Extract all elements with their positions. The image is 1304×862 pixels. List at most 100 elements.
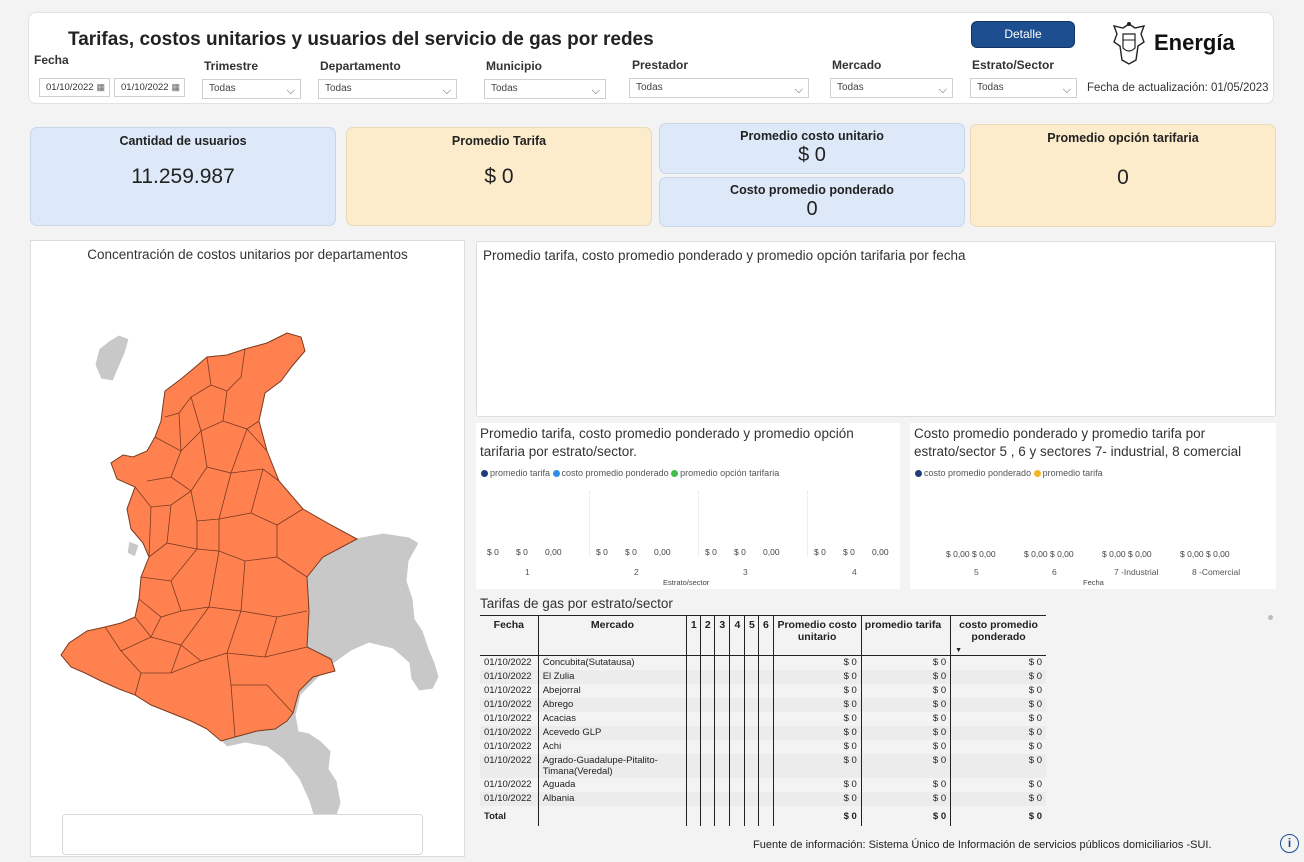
legend-label: promedio tarifa xyxy=(490,468,551,478)
mercado-dropdown[interactable]: Todas ⌵ xyxy=(830,78,953,98)
legend-dot-icon xyxy=(1033,470,1041,478)
x-tick-label: 6 xyxy=(1052,567,1057,577)
calendar-icon[interactable]: ▦ xyxy=(171,82,180,92)
col-header-estrato-6[interactable]: 6 xyxy=(758,615,773,656)
info-icon[interactable]: i xyxy=(1280,834,1299,853)
kpi-costo-ponderado-value: 0 xyxy=(806,198,818,220)
cell-estrato-4 xyxy=(729,753,745,778)
cell-estrato-3 xyxy=(714,753,730,778)
cell-estrato-6 xyxy=(758,791,773,806)
cell-ponderado: $ 0 xyxy=(950,655,1046,670)
chevron-down-icon: ⌵ xyxy=(1062,84,1071,96)
cell-estrato-4 xyxy=(729,655,745,670)
fecha-filter-label: Fecha xyxy=(34,53,69,67)
cell-fecha: 01/10/2022 xyxy=(480,669,539,684)
bar-chart-2-panel: Costo promedio ponderado y promedio tari… xyxy=(910,423,1276,589)
col-header-mercado[interactable]: Mercado xyxy=(537,615,687,656)
data-label: $ 0,00 xyxy=(1050,549,1074,559)
cell-estrato-5 xyxy=(744,791,759,806)
kpi-tarifa-card: Promedio Tarifa $ 0 xyxy=(346,127,652,226)
table-row[interactable]: 01/10/2022 Abrego $ 0 $ 0 $ 0 xyxy=(480,697,1046,712)
data-label: $ 0 xyxy=(705,547,717,557)
cell-costo-unitario: $ 0 xyxy=(772,777,862,792)
data-label: $ 0,00 xyxy=(1180,549,1204,559)
col-header-fecha[interactable]: Fecha xyxy=(480,615,539,656)
calendar-icon[interactable]: ▦ xyxy=(96,82,105,92)
table-row[interactable]: 01/10/2022 Concubita(Sutatausa) $ 0 $ 0 $ 0 xyxy=(480,655,1046,670)
cell-mercado: Agrado-Guadalupe-Pitalito- Timana(Vereda… xyxy=(537,753,687,778)
col-header-ponderado[interactable]: costo promedio ponderado ▼ xyxy=(950,615,1046,656)
cell-costo-unitario: $ 0 xyxy=(772,669,862,684)
cell-tarifa: $ 0 xyxy=(860,753,951,778)
legend-item[interactable]: costo promedio ponderado xyxy=(552,468,669,478)
departments-map[interactable] xyxy=(31,281,464,821)
cell-ponderado: $ 0 xyxy=(950,739,1046,754)
cell-tarifa: $ 0 xyxy=(860,739,951,754)
cell-estrato-2 xyxy=(700,669,715,684)
col-header-estrato-5[interactable]: 5 xyxy=(744,615,759,656)
cell-estrato-1 xyxy=(686,683,701,698)
cell-fecha: 01/10/2022 xyxy=(480,725,539,740)
update-date-label: Fecha de actualización: 01/05/2023 xyxy=(1087,82,1269,94)
cell-estrato-6 xyxy=(758,711,773,726)
bar-chart-1-xlabel: Estrato/sector xyxy=(663,578,710,587)
kpi-opcion-value: 0 xyxy=(1117,166,1129,189)
cell-estrato-1 xyxy=(686,791,701,806)
col-header-estrato-1[interactable]: 1 xyxy=(686,615,701,656)
table-row[interactable]: 01/10/2022 Aguada $ 0 $ 0 $ 0 xyxy=(480,777,1046,792)
mercado-filter-label: Mercado xyxy=(832,58,882,72)
cell-costo-unitario: $ 0 xyxy=(772,697,862,712)
col-header-estrato-2[interactable]: 2 xyxy=(700,615,715,656)
table-row[interactable]: 01/10/2022 Acacias $ 0 $ 0 $ 0 xyxy=(480,711,1046,726)
map-selection-box[interactable] xyxy=(62,814,423,855)
prestador-dropdown[interactable]: Todas ⌵ xyxy=(629,78,809,98)
x-tick-label: 7 -Industrial xyxy=(1114,567,1159,577)
line-chart-panel: Promedio tarifa, costo promedio ponderad… xyxy=(476,241,1276,417)
departamento-dropdown[interactable]: Todas ⌵ xyxy=(318,79,457,99)
cell-estrato-5 xyxy=(744,777,759,792)
kpi-opcion-card: Promedio opción tarifaria 0 xyxy=(970,124,1276,227)
cell-estrato-3 xyxy=(714,777,730,792)
col-header-estrato-3[interactable]: 3 xyxy=(714,615,730,656)
legend-item[interactable]: promedio opción tarifaria xyxy=(671,468,779,478)
estrato-dropdown[interactable]: Todas ⌵ xyxy=(970,78,1077,98)
cell-fecha: 01/10/2022 xyxy=(484,778,532,790)
cell-estrato-4 xyxy=(729,777,745,792)
table-row[interactable]: 01/10/2022 Achi $ 0 $ 0 $ 0 xyxy=(480,739,1046,754)
municipio-value: Todas xyxy=(491,83,518,94)
t5 xyxy=(744,805,759,826)
table-row[interactable]: 01/10/2022 El Zulia $ 0 $ 0 $ 0 xyxy=(480,669,1046,684)
data-label: 0,00 xyxy=(763,547,780,557)
sort-desc-icon[interactable]: ▼ xyxy=(955,647,963,654)
data-label: $ 0 xyxy=(814,547,826,557)
x-tick-label: 4 xyxy=(852,567,857,577)
legend-item[interactable]: promedio tarifa xyxy=(481,468,550,478)
col-header-tarifa[interactable]: promedio tarifa xyxy=(860,615,951,656)
legend-item[interactable]: promedio tarifa xyxy=(1033,468,1103,478)
fecha-from-value: 01/10/2022 xyxy=(46,82,94,93)
total-mercado xyxy=(537,805,687,826)
estrato-filter-label: Estrato/Sector xyxy=(972,58,1055,72)
table-row[interactable]: 01/10/2022 Acevedo GLP $ 0 $ 0 $ 0 xyxy=(480,725,1046,740)
scrollbar-thumb[interactable] xyxy=(1268,615,1273,620)
cell-estrato-2 xyxy=(700,711,715,726)
cell-ponderado: $ 0 xyxy=(950,683,1046,698)
mercado-value: Todas xyxy=(837,82,864,93)
fecha-from-input[interactable]: 01/10/2022 ▦ xyxy=(39,78,110,97)
legend-dot-icon xyxy=(671,470,679,478)
col-header-costo-unitario[interactable]: Promedio costo unitario xyxy=(772,615,862,656)
trimestre-dropdown[interactable]: Todas ⌵ xyxy=(202,79,301,99)
trimestre-value: Todas xyxy=(209,83,236,94)
table-row[interactable]: 01/10/2022 Agrado-Guadalupe-Pitalito- Tim… xyxy=(480,753,1046,778)
col-header-estrato-4[interactable]: 4 xyxy=(729,615,745,656)
detail-button[interactable]: Detalle xyxy=(971,21,1075,48)
cell-estrato-3 xyxy=(714,791,730,806)
legend-item[interactable]: costo promedio ponderado xyxy=(915,468,1031,478)
fecha-to-input[interactable]: 01/10/2022 ▦ xyxy=(114,78,185,97)
table-row[interactable]: 01/10/2022 Abejorral $ 0 $ 0 $ 0 xyxy=(480,683,1046,698)
cell-tarifa: $ 0 xyxy=(860,669,951,684)
municipio-dropdown[interactable]: Todas ⌵ xyxy=(484,79,606,99)
source-note: Fuente de información: Sistema Único de … xyxy=(753,839,1212,851)
cell-estrato-2 xyxy=(700,753,715,778)
table-row[interactable]: 01/10/2022 Albania $ 0 $ 0 $ 0 xyxy=(480,791,1046,806)
